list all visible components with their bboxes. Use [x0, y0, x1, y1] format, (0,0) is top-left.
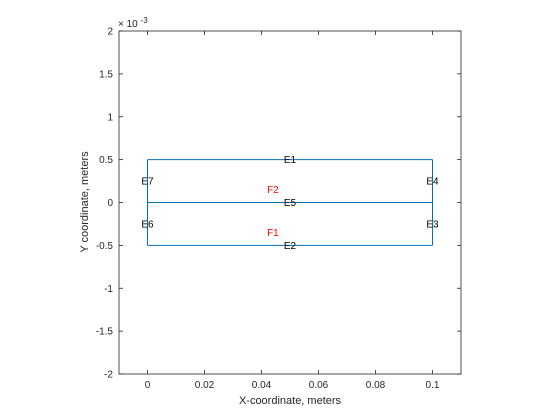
y-tick-label: -1: [104, 284, 113, 295]
y-tick-label: 0: [107, 198, 113, 209]
edge-label-e6: E6: [141, 219, 154, 230]
face-label-f1: F1: [267, 228, 279, 239]
y-axis-exponent-label: × 10 -3: [118, 16, 148, 30]
y-tick-label: 1.5: [99, 69, 113, 80]
edge-label-e1: E1: [284, 155, 297, 166]
x-axis-label: X-coordinate, meters: [239, 395, 342, 407]
edge-label-e2: E2: [284, 241, 297, 252]
edge-label-e7: E7: [141, 177, 154, 188]
x-axis-ticks: 0 0.02 0.04 0.06 0.08 0.1: [145, 31, 440, 391]
edge-label-e3: E3: [426, 219, 439, 230]
y-axis-exponent-base: × 10: [118, 19, 138, 30]
face-labels: F1 F2: [267, 185, 279, 239]
y-tick-label: -0.5: [96, 241, 114, 252]
y-tick-label: 2: [107, 27, 113, 38]
geometry-edges: [147, 159, 433, 246]
edge-label-e5: E5: [284, 198, 297, 209]
face-label-f2: F2: [267, 185, 279, 196]
x-tick-label: 0.1: [426, 380, 440, 391]
y-tick-label: 0.5: [99, 155, 113, 166]
y-tick-label: 1: [107, 112, 113, 123]
y-axis-label: Y coordinate, meters: [79, 151, 91, 253]
y-axis-ticks: -2 -1.5 -1 -0.5 0 0.5 1 1.5 2: [96, 27, 461, 381]
edge-labels: E1 E2 E3 E4 E5 E6 E7: [141, 155, 439, 252]
x-tick-label: 0.06: [309, 380, 329, 391]
y-tick-label: -2: [104, 370, 113, 381]
x-tick-label: 0.08: [366, 380, 386, 391]
x-tick-label: 0: [145, 380, 151, 391]
y-axis-exponent-power: -3: [141, 16, 149, 25]
x-tick-label: 0.04: [252, 380, 272, 391]
edge-label-e4: E4: [426, 177, 439, 188]
x-tick-label: 0.02: [195, 380, 215, 391]
y-tick-label: -1.5: [96, 327, 114, 338]
